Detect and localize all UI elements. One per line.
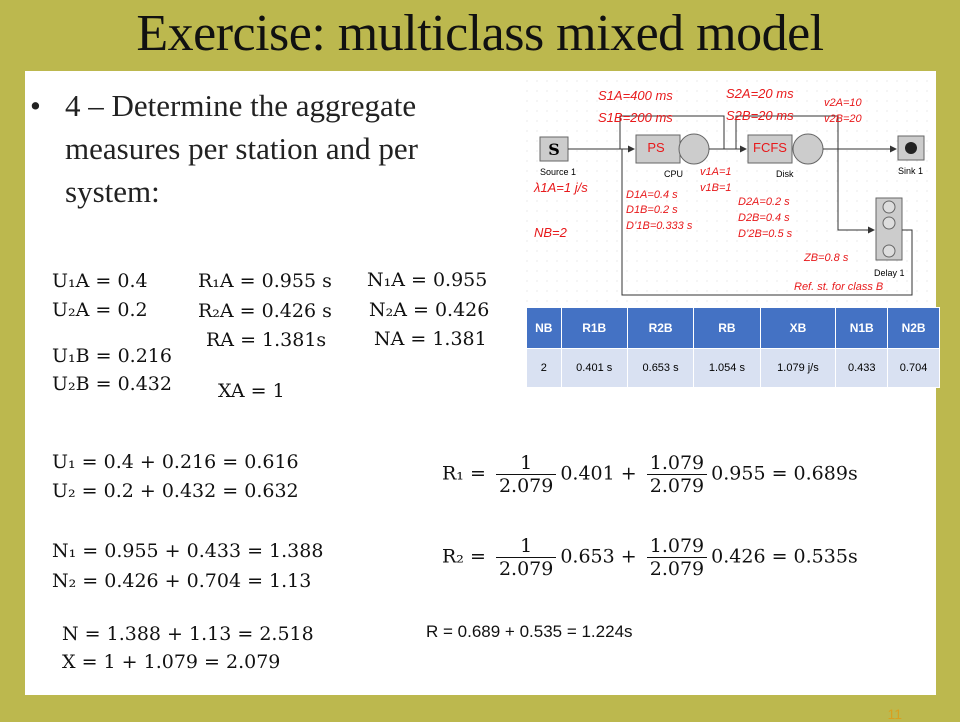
bullet-text: 4 – Determine the aggregate measures per… <box>65 88 418 209</box>
annot-d1a: D1A=0.4 s <box>626 189 678 201</box>
eq-n2a: N₂A = 0.426 <box>369 299 490 321</box>
delay-label: Delay 1 <box>874 268 905 278</box>
eq-u2a: U₂A = 0.2 <box>52 299 148 321</box>
annot-d2a: D2A=0.2 s <box>738 196 790 208</box>
eq-n2: N₂ = 0.426 + 0.704 = 1.13 <box>52 570 312 592</box>
loop-cpu-feedback <box>619 115 725 150</box>
annot-v2a: v2A=10 <box>824 97 862 109</box>
sink-label: Sink 1 <box>898 166 923 176</box>
table-cell: 1.079 j/s <box>759 348 837 388</box>
r2-f2-num: 1.079 <box>646 535 708 558</box>
table-header: NB <box>526 307 562 349</box>
table-header: RB <box>693 307 761 349</box>
r1-term-1: 0.401 + <box>560 462 637 485</box>
r1-f1-num: 1 <box>495 452 557 475</box>
eq-r1: R₁ = 1 2.079 0.401 + 1.079 2.079 0.955 = 0.6… <box>442 452 858 497</box>
r1-fraction-1: 1 2.079 <box>495 452 557 497</box>
table-header-row: NB R1B R2B RB XB N1B N2B <box>526 307 940 349</box>
loop-disk-feedback <box>735 115 839 149</box>
annot-lambda: λ1A=1 j/s <box>533 180 588 195</box>
annot-s2b: S2B=20 ms <box>726 108 794 123</box>
table-cell: 0.653 s <box>626 348 695 388</box>
r2-fraction-2: 1.079 2.079 <box>646 535 708 580</box>
table-cell: 0.433 <box>835 348 889 388</box>
table-header: R1B <box>560 307 628 349</box>
disk-label: Disk <box>776 169 794 179</box>
annot-v1b: v1B=1 <box>700 182 732 194</box>
sink-dot-icon <box>905 142 917 154</box>
eq-u2: U₂ = 0.2 + 0.432 = 0.632 <box>52 480 299 502</box>
eq-n1a: N₁A = 0.955 <box>367 269 488 291</box>
r2-lhs: R₂ = <box>442 545 486 568</box>
r2-fraction-1: 1 2.079 <box>495 535 557 580</box>
table-header: N2B <box>887 307 940 349</box>
delay-server-icon <box>882 244 896 258</box>
r1-fraction-2: 1.079 2.079 <box>646 452 708 497</box>
disk-discipline: FCFS <box>753 140 787 155</box>
r1-f1-den: 2.079 <box>498 475 554 497</box>
page-number: 11 <box>887 706 902 722</box>
queueing-network-diagram: S Source 1 PS CPU FCFS Disk Sink 1 Delay… <box>526 80 936 302</box>
eq-ra: RA = 1.381s <box>206 329 327 351</box>
table-header: R2B <box>626 307 695 349</box>
table-header: N1B <box>835 307 889 349</box>
source-icon <box>539 136 569 162</box>
table-cell: 0.401 s <box>560 348 628 388</box>
eq-u1: U₁ = 0.4 + 0.216 = 0.616 <box>52 451 299 473</box>
eq-u1a: U₁A = 0.4 <box>52 270 148 292</box>
disk-server-icon <box>792 133 824 165</box>
cpu-server-icon <box>678 133 710 165</box>
eq-r2a: R₂A = 0.426 s <box>198 300 332 322</box>
annot-s1b: S1B=200 ms <box>598 110 673 125</box>
cpu-label: CPU <box>664 169 683 179</box>
eq-u2b: U₂B = 0.432 <box>52 373 172 395</box>
r1-f2-den: 2.079 <box>649 475 705 497</box>
table-cell: 2 <box>526 348 562 388</box>
annot-d2b: D2B=0.4 s <box>738 212 790 224</box>
annot-ref: Ref. st. for class B <box>794 281 883 293</box>
eq-r2: R₂ = 1 2.079 0.653 + 1.079 2.079 0.426 = 0.5… <box>442 535 858 580</box>
r2-f1-num: 1 <box>495 535 557 558</box>
annot-v1a: v1A=1 <box>700 166 732 178</box>
annot-s1a: S1A=400 ms <box>598 88 673 103</box>
r1-f2-num: 1.079 <box>646 452 708 475</box>
source-letter: S <box>548 140 560 159</box>
disk-queue <box>747 134 793 164</box>
bullet-marker: • <box>30 88 41 123</box>
r-total: R = 0.689 + 0.535 = 1.224s <box>426 622 633 641</box>
annot-v2b: v2B=20 <box>824 113 862 125</box>
eq-n1: N₁ = 0.955 + 0.433 = 1.388 <box>52 540 324 562</box>
table-row: 2 0.401 s 0.653 s 1.054 s 1.079 j/s 0.43… <box>526 348 940 388</box>
class-b-results-table: NB R1B R2B RB XB N1B N2B 2 0.401 s 0.653… <box>526 307 940 388</box>
annot-nb: NB=2 <box>534 225 568 240</box>
annot-d1b: D1B=0.2 s <box>626 204 678 216</box>
annot-dp1b: D’1B=0.333 s <box>626 220 693 232</box>
source-label: Source 1 <box>540 167 576 177</box>
r2-f2-den: 2.079 <box>649 558 705 580</box>
table-cell: 1.054 s <box>693 348 761 388</box>
r2-f1-den: 2.079 <box>498 558 554 580</box>
table-header: XB <box>759 307 837 349</box>
cpu-discipline: PS <box>647 140 665 155</box>
r1-lhs: R₁ = <box>442 462 486 485</box>
annot-s2a: S2A=20 ms <box>726 86 794 101</box>
delay-server-icon <box>882 200 896 214</box>
annot-zb: ZB=0.8 s <box>803 252 849 264</box>
eq-xa: XA = 1 <box>218 380 285 402</box>
arrow-disk-delay <box>837 149 875 234</box>
r1-term-2: 0.955 = 0.689s <box>711 462 858 485</box>
table-cell: 0.704 <box>887 348 940 388</box>
r2-term-1: 0.653 + <box>560 545 637 568</box>
eq-n: N = 1.388 + 1.13 = 2.518 <box>62 623 314 645</box>
slide-title: Exercise: multiclass mixed model <box>136 5 824 62</box>
r2-term-2: 0.426 = 0.535s <box>711 545 858 568</box>
loop-delay-return <box>621 149 913 296</box>
annot-dp2b: D’2B=0.5 s <box>738 228 793 240</box>
eq-na: NA = 1.381 <box>374 328 487 350</box>
eq-x: X = 1 + 1.079 = 2.079 <box>62 651 281 673</box>
delay-server-icon <box>882 216 896 230</box>
eq-r1a: R₁A = 0.955 s <box>198 270 332 292</box>
eq-u1b: U₁B = 0.216 <box>52 345 172 367</box>
